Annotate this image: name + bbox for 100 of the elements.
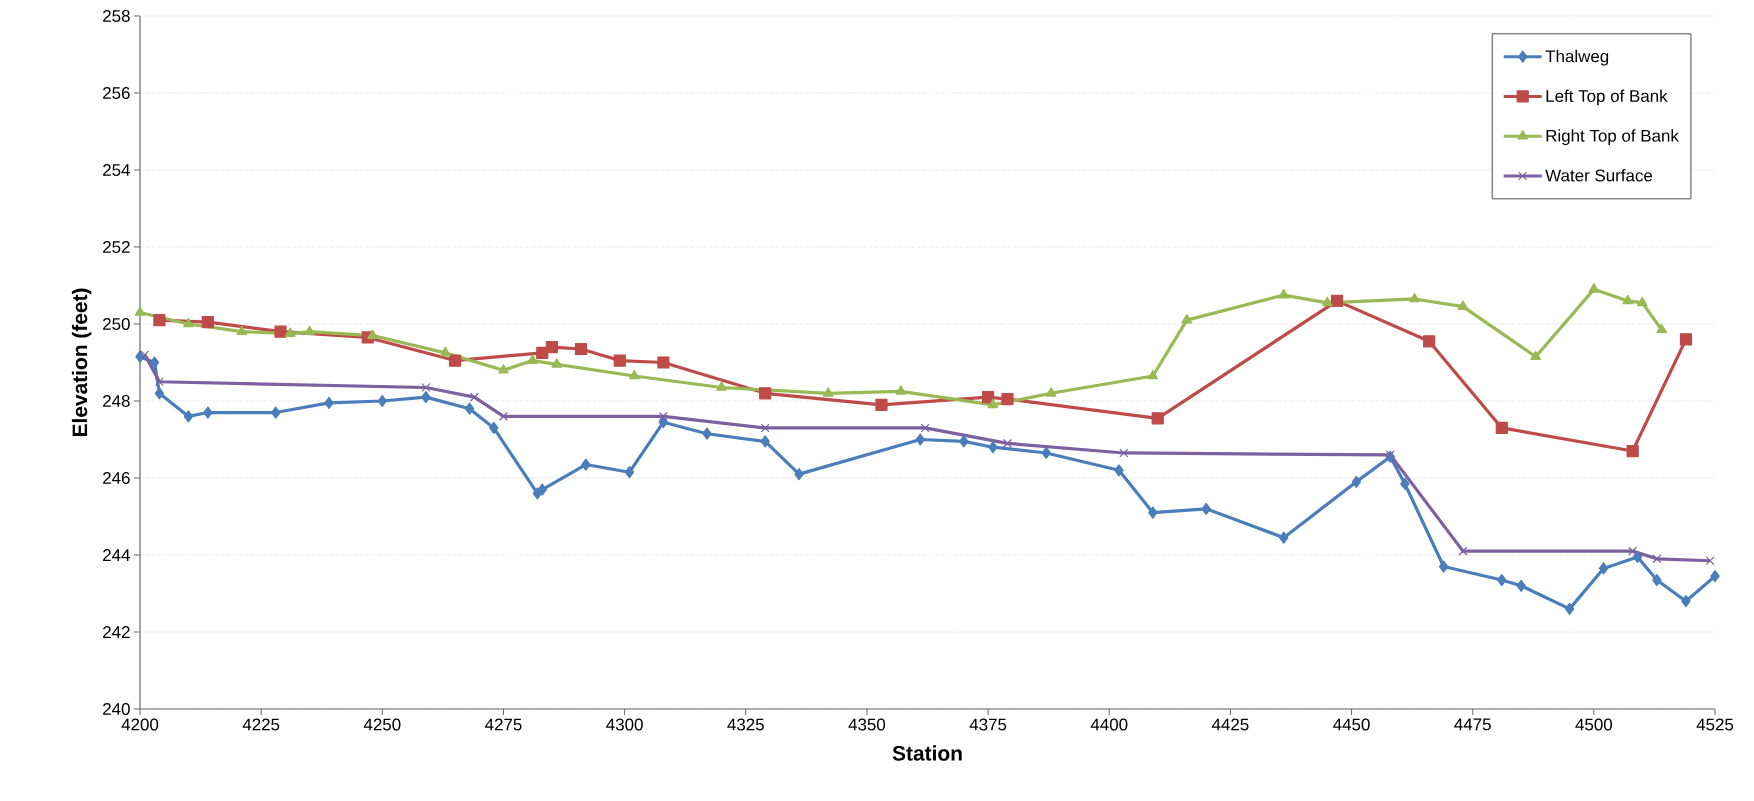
point [1652,573,1662,587]
x-tick-label: 4325 [727,718,764,731]
y-tick-label: 250 [103,318,130,330]
point [1001,392,1014,406]
point [1636,296,1648,307]
point [1201,502,1211,515]
point [875,398,888,411]
point [1530,350,1542,361]
x-tick-label: 4350 [848,718,886,731]
y-tick-label: 244 [103,549,130,561]
x-tick-label: 4200 [121,718,159,731]
point [203,406,213,419]
point [448,354,462,367]
x-tick-label: 4525 [1696,718,1734,731]
y-tick-label: 254 [103,164,130,176]
point [574,342,588,356]
point [716,381,727,391]
point [153,314,166,327]
point [284,327,296,337]
y-tick-label: 248 [103,395,130,407]
point [1705,556,1715,566]
point [895,385,907,395]
point [1321,296,1333,307]
x-tick-label: 4250 [363,718,401,731]
point [1622,294,1634,305]
point [1351,475,1362,488]
point [545,340,559,354]
point [920,423,930,433]
point [154,377,164,387]
point [274,325,287,338]
point [236,325,248,336]
point [421,391,431,404]
point [1628,546,1638,556]
point [324,396,334,410]
point [1495,421,1508,435]
x-tick-label: 4500 [1575,718,1613,731]
y-tick-label: 246 [103,472,130,484]
legend-label: Water Surface [1545,169,1653,182]
point [1278,289,1290,299]
point [702,427,712,440]
point [1147,369,1159,380]
point [551,358,563,368]
point [1588,283,1600,293]
point [1151,412,1164,425]
y-tick-label: 256 [103,86,130,99]
point [134,306,146,316]
y-tick-label: 252 [103,241,130,253]
x-tick-label: 4275 [485,718,522,731]
point [915,433,925,446]
point [1679,333,1693,346]
y-tick-label: 258 [103,9,130,22]
x-tick-label: 4375 [969,718,1007,731]
point [1409,292,1420,303]
point [377,394,388,408]
legend-label: Left Top of Bank [1546,89,1668,106]
point [304,325,315,336]
y-tick-label: 240 [103,703,130,715]
point [613,354,626,367]
y-tick-label: 242 [103,626,130,638]
point [367,329,378,339]
legend-label: Thalweg [1545,49,1609,66]
point [1632,550,1643,564]
x-tick-label: 4400 [1090,718,1128,731]
point [201,315,214,329]
point [581,458,591,471]
point [1656,323,1668,334]
point [498,364,509,374]
point [1438,560,1449,573]
y-axis-title: Elevation (feet) [71,288,92,437]
x-tick-label: 4225 [242,718,280,731]
point [537,483,547,496]
x-tick-label: 4475 [1454,718,1491,731]
point [988,441,998,454]
point [1652,554,1662,564]
point [149,356,160,369]
point [536,346,549,359]
point [822,387,834,397]
x-tick-label: 4450 [1333,718,1370,731]
point [183,410,194,423]
point [1422,335,1436,348]
point [1181,314,1193,324]
x-tick-label: 4425 [1211,718,1249,731]
point [154,387,165,400]
point [1278,531,1289,544]
point [1114,464,1124,477]
point [760,423,770,433]
point [628,369,640,380]
point [1119,448,1129,458]
point [1330,294,1344,307]
x-tick-label: 4300 [606,718,643,731]
point [464,402,475,415]
point [140,350,150,360]
point [657,356,670,369]
point [794,468,804,481]
legend-label: Right Top of Bank [1546,129,1679,146]
point [1458,546,1468,556]
point [498,411,508,421]
point [489,421,499,435]
point [1400,477,1410,490]
point [183,317,194,328]
